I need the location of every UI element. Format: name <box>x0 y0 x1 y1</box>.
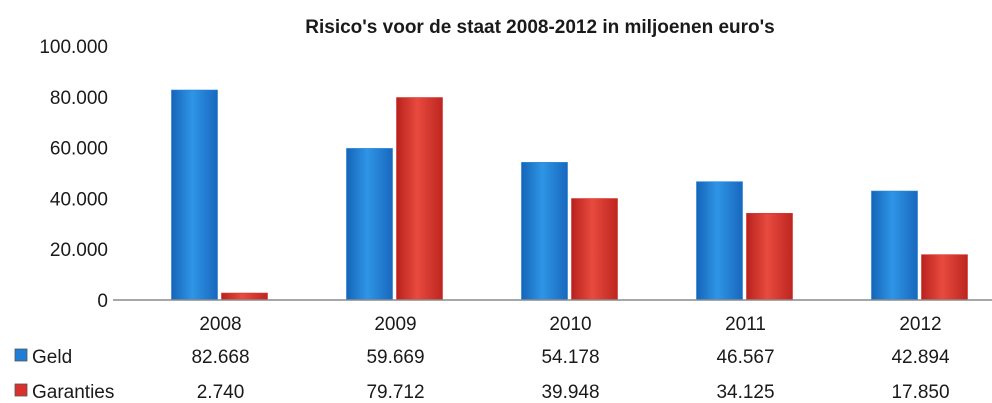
x-tick-label: 2008 <box>199 314 241 335</box>
legend-swatch-geld <box>14 348 28 362</box>
data-label: 54.178 <box>541 347 599 368</box>
bar-garanties-2008 <box>221 292 268 301</box>
y-tick-label: 60.000 <box>50 139 108 160</box>
x-tick-label: 2012 <box>899 314 941 335</box>
bar-geld-2008 <box>171 89 218 301</box>
legend-swatch-garanties <box>14 383 28 397</box>
data-label: 59.669 <box>366 347 424 368</box>
bar-garanties-2012 <box>921 254 968 301</box>
y-axis: 0 20.000 40.000 60.000 80.000 100.000 <box>39 37 108 312</box>
data-label: 82.668 <box>191 347 249 368</box>
y-tick-label: 100.000 <box>39 37 108 58</box>
bar-geld-2012 <box>871 190 918 301</box>
bar-geld-2009 <box>346 148 393 301</box>
data-table: Geld 82.668 59.669 54.178 46.567 42.894 Garant… <box>14 347 950 403</box>
data-label: 46.567 <box>716 347 774 368</box>
y-tick-label: 20.000 <box>50 240 108 261</box>
legend-label-geld: Geld <box>32 347 72 368</box>
bar-geld-2010 <box>521 162 568 301</box>
y-tick-label: 80.000 <box>50 88 108 109</box>
y-tick-label: 40.000 <box>50 189 108 210</box>
y-tick-label: 0 <box>97 291 108 312</box>
bar-garanties-2009 <box>396 97 443 301</box>
legend-label-garanties: Garanties <box>32 382 114 403</box>
bars <box>171 89 968 301</box>
x-tick-label: 2009 <box>374 314 416 335</box>
x-tick-label: 2010 <box>549 314 591 335</box>
data-label: 2.740 <box>197 382 245 403</box>
data-label: 79.712 <box>366 382 424 403</box>
x-tick-label: 2011 <box>725 314 766 335</box>
x-axis: 2008 2009 2010 2011 2012 <box>199 314 941 335</box>
bar-garanties-2011 <box>746 213 793 301</box>
data-label: 42.894 <box>891 347 950 368</box>
data-label: 34.125 <box>716 382 774 403</box>
data-label: 17.850 <box>891 382 949 403</box>
bar-garanties-2010 <box>571 198 618 301</box>
bar-geld-2011 <box>696 181 743 301</box>
data-label: 39.948 <box>541 382 599 403</box>
chart-title: Risico's voor de staat 2008-2012 in milj… <box>305 17 774 38</box>
